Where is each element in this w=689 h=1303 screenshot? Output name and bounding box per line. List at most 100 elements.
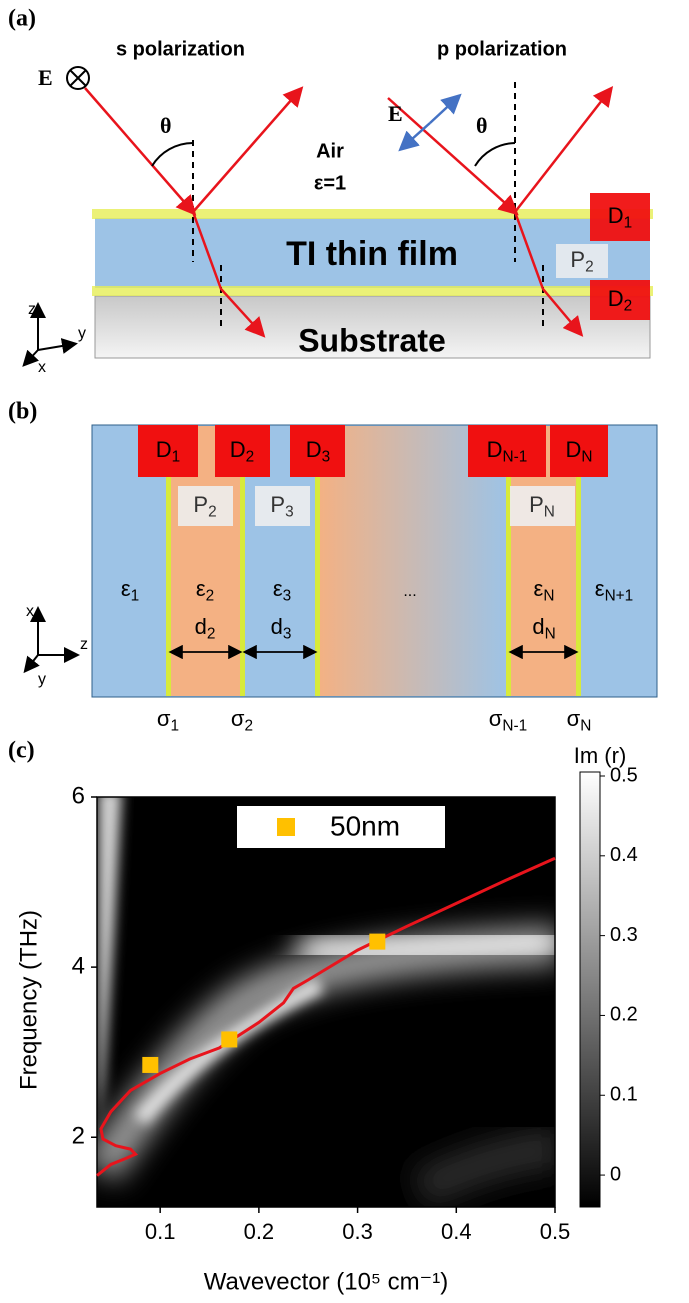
d-label-base: D xyxy=(487,437,503,462)
ellipsis: ... xyxy=(403,583,416,600)
d-label-base: D xyxy=(156,437,172,462)
x-tick-label: 0.2 xyxy=(244,1219,275,1244)
d-label-base: D xyxy=(565,437,581,462)
sigma-label: σ1 xyxy=(157,706,179,735)
polarization-title: s polarization xyxy=(116,38,245,60)
medium-label: ε=1 xyxy=(314,172,346,194)
surface-layer xyxy=(92,209,653,219)
sigma-label: σN xyxy=(567,706,592,735)
legend-label: 50nm xyxy=(330,810,400,841)
incident-ray xyxy=(85,88,193,212)
panel-b: (b) ... x z y xyxy=(8,399,657,698)
incident-ray xyxy=(388,98,515,212)
eps-label-base: ε xyxy=(196,576,206,601)
thickness-label-sub: 2 xyxy=(207,626,216,643)
eps-label-sub: N+1 xyxy=(605,588,634,605)
angle-arc xyxy=(152,143,193,166)
polarization-title: p polarization xyxy=(437,38,567,60)
colorbar-tick-label: 0 xyxy=(610,1163,621,1185)
angle-label: θ xyxy=(160,113,171,138)
eps-label-sub: 3 xyxy=(283,588,292,605)
d-label-sub: N-1 xyxy=(503,449,528,466)
angle-arc xyxy=(475,143,515,166)
y-axis-title: Frequency (THz) xyxy=(15,910,42,1090)
substrate-label: Substrate xyxy=(298,322,446,358)
marker xyxy=(142,1057,158,1073)
axis-label: y xyxy=(78,325,86,342)
x-tick-label: 0.1 xyxy=(145,1219,176,1244)
interface-layer xyxy=(92,286,653,296)
d-label-sub: 2 xyxy=(246,449,255,466)
axis-arrow xyxy=(25,350,38,364)
figure: (a) s polarization p polarization E E θ … xyxy=(0,0,689,1303)
colorbar-tick-label: 0.5 xyxy=(610,764,638,786)
panel-label: (a) xyxy=(8,6,36,32)
axis-label: z xyxy=(80,636,88,653)
y-tick-label: 6 xyxy=(72,782,85,809)
d-label-sub: 1 xyxy=(172,449,181,466)
film-label: TI thin film xyxy=(286,235,458,273)
eps-label-base: ε xyxy=(534,576,544,601)
p-label-sub: 3 xyxy=(285,504,294,521)
thickness-label-base: d xyxy=(195,614,207,639)
axis-label: z xyxy=(28,301,36,318)
axis-label: x xyxy=(38,359,46,376)
panel-c: (c) Wavevector (10⁵ cm⁻¹) Frequency (THz… xyxy=(8,738,626,1296)
sigma-label-sub: N xyxy=(580,718,591,735)
p-label-sub: 2 xyxy=(208,504,217,521)
p-label-sub: N xyxy=(544,504,555,521)
panel-label: (c) xyxy=(8,738,35,764)
x-tick-label: 0.5 xyxy=(540,1219,571,1244)
thickness-label-base: d xyxy=(271,614,283,639)
thickness-label-base: d xyxy=(532,614,544,639)
p-label-base: P xyxy=(193,492,208,517)
field-label: E xyxy=(38,65,53,90)
d-label-base: D xyxy=(230,437,246,462)
axis-arrow xyxy=(26,655,38,670)
field-into-page xyxy=(70,70,86,86)
panel-a: (a) s polarization p polarization E E θ … xyxy=(8,6,653,377)
axis-label: y xyxy=(38,671,46,688)
d-label-base: D xyxy=(608,286,624,311)
colorbar xyxy=(580,772,600,1207)
sigma-label-base: σ xyxy=(489,706,503,731)
d-label-base: D xyxy=(608,203,624,228)
thickness-label-sub: N xyxy=(545,626,556,643)
sigma-label-sub: N-1 xyxy=(502,718,527,735)
colorbar-tick-label: 0.2 xyxy=(610,1004,638,1026)
d-label-sub: 2 xyxy=(624,298,633,315)
p-label-base: P xyxy=(570,247,585,272)
field-label: E xyxy=(388,101,403,126)
field-arrow xyxy=(430,97,458,123)
sigma-label-sub: 1 xyxy=(171,718,180,735)
y-tick-label: 4 xyxy=(72,952,85,979)
legend-marker xyxy=(277,818,295,836)
panel-label: (b) xyxy=(8,399,37,425)
x-tick-label: 0.3 xyxy=(342,1219,373,1244)
heatmap-band xyxy=(300,940,560,950)
thickness-label-sub: 3 xyxy=(283,626,292,643)
d-label-sub: N xyxy=(581,449,592,466)
sigma-label: σN-1 xyxy=(489,706,527,735)
axis-arrow xyxy=(38,344,74,350)
marker xyxy=(369,934,385,950)
d-label-sub: 1 xyxy=(624,215,633,232)
eps-label-base: ε xyxy=(273,576,283,601)
p-label-base: P xyxy=(529,492,544,517)
field-arrow xyxy=(402,123,430,148)
sigma-label-sub: 2 xyxy=(245,718,254,735)
sigma-label-base: σ xyxy=(231,706,245,731)
eps-label-base: ε xyxy=(595,576,605,601)
x-axis-title: Wavevector (10⁵ cm⁻¹) xyxy=(204,1268,448,1295)
eps-label-sub: 1 xyxy=(131,588,140,605)
x-tick-label: 0.4 xyxy=(441,1219,472,1244)
angle-label: θ xyxy=(476,113,487,138)
colorbar-tick-label: 0.1 xyxy=(610,1084,638,1106)
colorbar-tick-label: 0.4 xyxy=(610,844,638,866)
sigma-label-base: σ xyxy=(567,706,581,731)
y-tick-label: 2 xyxy=(72,1123,85,1150)
medium-label: Air xyxy=(316,140,344,162)
d-label-sub: 3 xyxy=(322,449,331,466)
p-label-sub: 2 xyxy=(585,259,594,276)
colorbar-tick-label: 0.3 xyxy=(610,924,638,946)
